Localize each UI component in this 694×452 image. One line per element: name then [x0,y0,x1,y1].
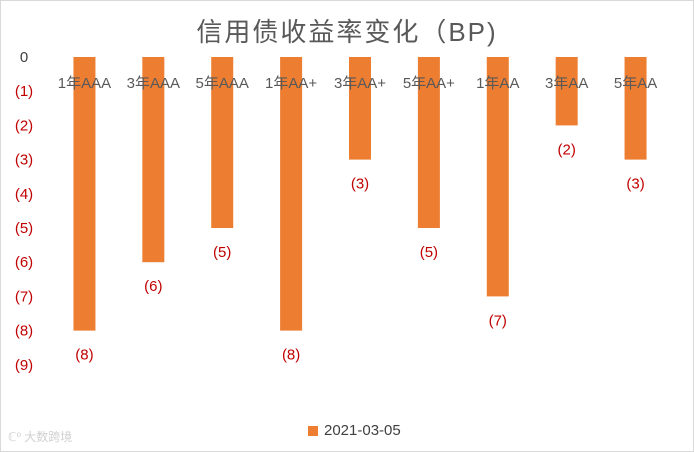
data-label: (3) [626,176,644,193]
bar [142,57,165,263]
x-tick-label: 3年AA [545,75,588,92]
x-tick-label: 1年AAA [58,75,111,92]
brand-logo-icon: ℂ⁰ [8,429,22,444]
y-tick-label: (8) [15,323,33,340]
bar [211,57,234,228]
y-tick-label: (4) [15,186,33,203]
legend-label: 2021-03-05 [324,422,401,439]
x-tick-label: 3年AA+ [334,75,386,92]
y-tick-label: (3) [15,152,33,169]
data-label: (8) [75,347,93,364]
data-label: (5) [213,244,231,261]
x-tick-label: 5年AAA [196,75,249,92]
x-tick-label: 1年AA [476,75,519,92]
data-label: (2) [557,141,575,158]
bar [349,57,371,160]
y-tick-label: (1) [15,83,33,100]
watermark: ℂ⁰ 大数跨境 [8,428,72,445]
y-tick-label: (7) [15,288,33,305]
y-tick-label: (9) [15,357,33,374]
x-tick-label: 5年AA [614,75,657,92]
bar [486,57,509,297]
data-label: (8) [282,347,300,364]
x-tick-label: 1年AA+ [265,75,317,92]
bar [624,57,647,160]
data-label: (7) [489,312,507,329]
y-tick-label: (5) [15,220,33,237]
legend-swatch [308,425,318,436]
bar [73,57,96,331]
bar [417,57,440,228]
data-label: (3) [351,176,369,193]
legend: 2021-03-05 [308,422,401,439]
y-tick-label: 0 [20,49,28,66]
chart-title: 信用债收益率变化（BP) [196,17,498,47]
data-label: (5) [420,244,438,261]
watermark-text: 大数跨境 [24,430,73,444]
bar [555,57,578,126]
y-tick-label: (2) [15,117,33,134]
x-tick-label: 3年AAA [127,75,180,92]
x-tick-label: 5年AA+ [403,75,455,92]
y-tick-label: (6) [15,254,33,271]
data-label: (6) [144,278,162,295]
bar [280,57,303,331]
